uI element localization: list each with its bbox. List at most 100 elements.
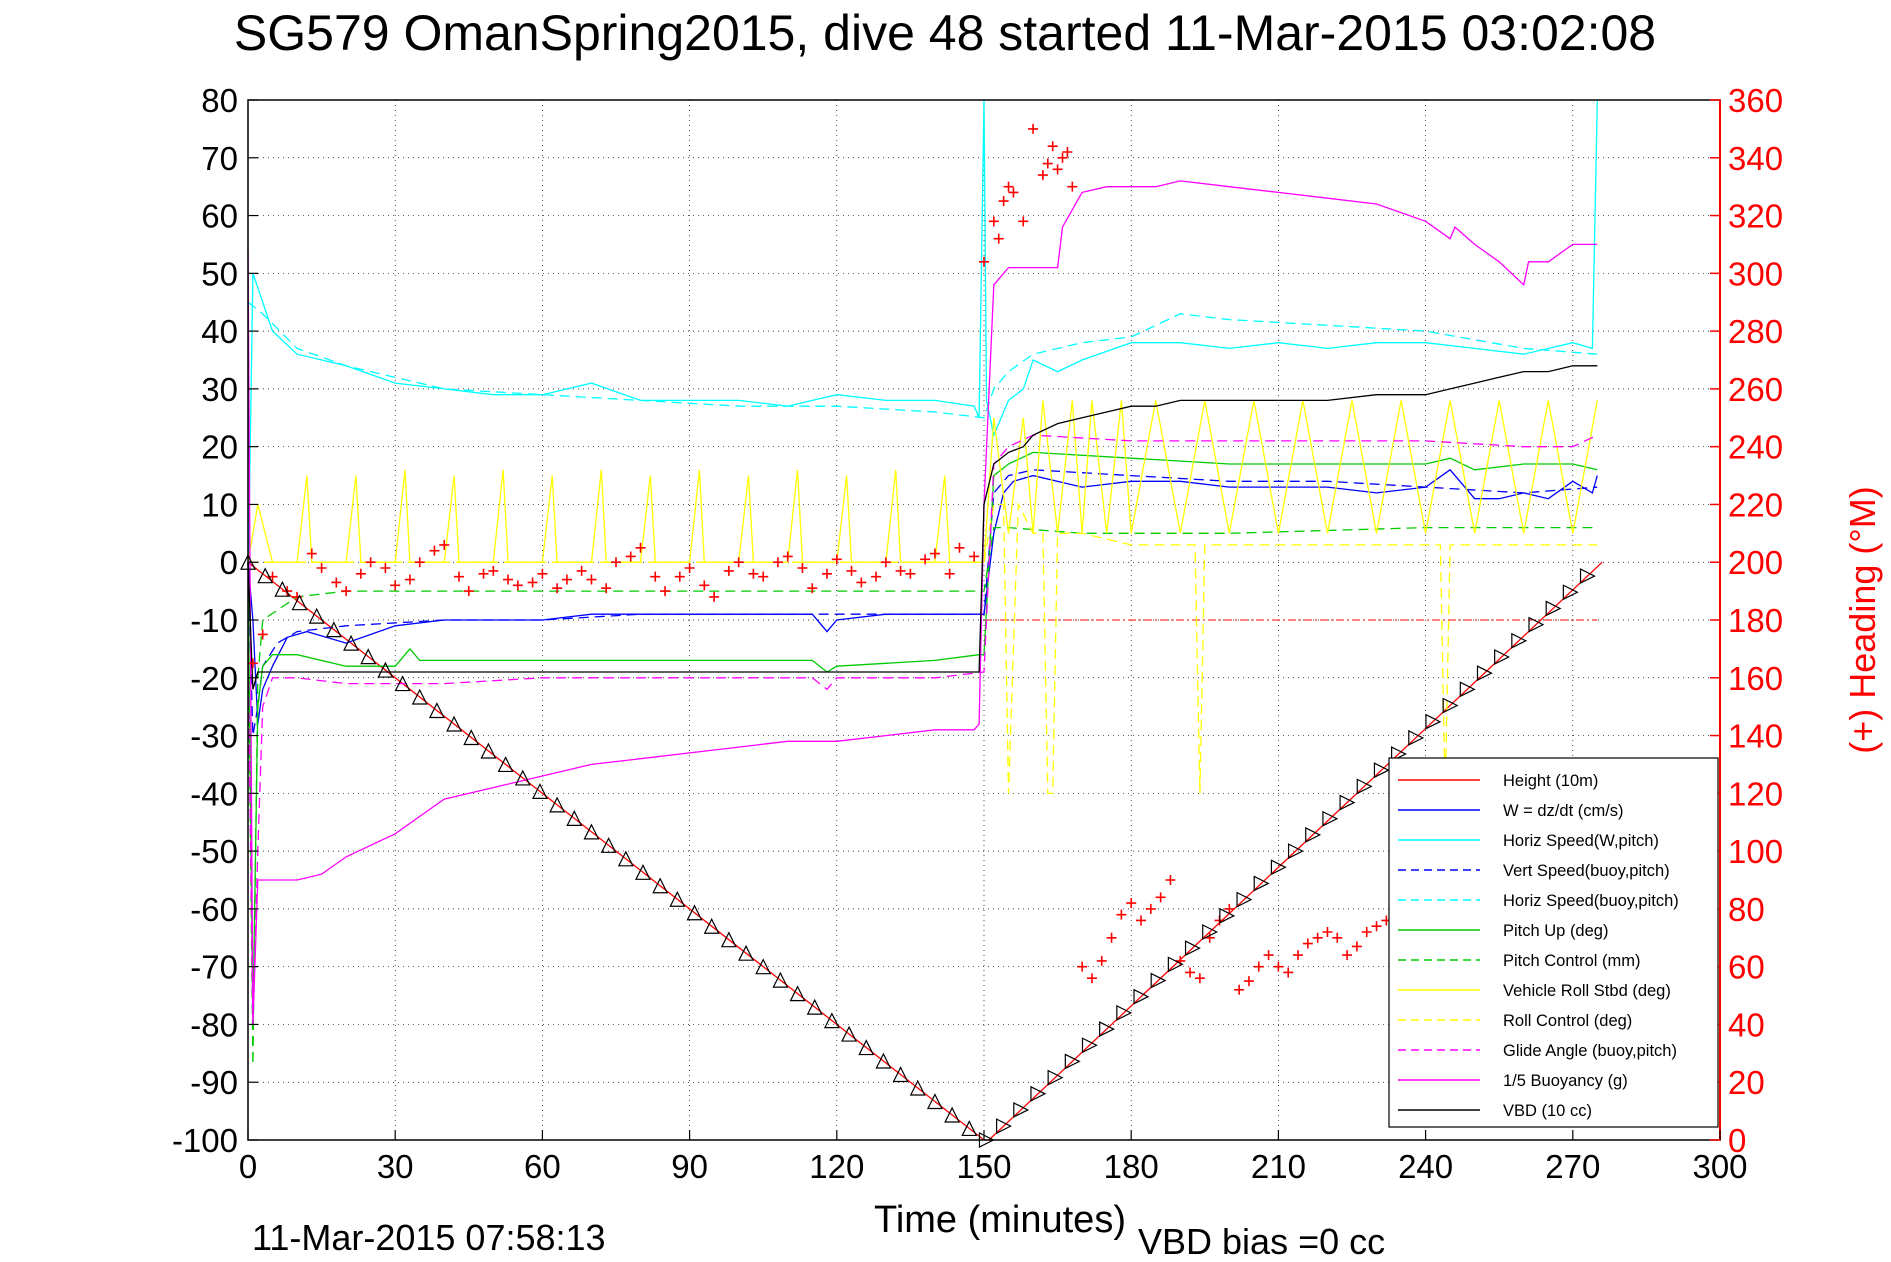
height-marker (1099, 1021, 1116, 1038)
heading-marker (969, 551, 980, 562)
height-marker (1116, 1004, 1133, 1021)
heading-marker (1106, 932, 1117, 943)
heading-marker (488, 565, 499, 576)
height-marker (617, 850, 634, 867)
legend-label: Horiz Speed(buoy,pitch) (1503, 892, 1679, 910)
y-right-tick-label: 220 (1728, 486, 1783, 523)
height-marker (1528, 616, 1545, 633)
heading-marker (439, 539, 450, 550)
height-marker (892, 1066, 909, 1083)
footer-timestamp: 11-Mar-2015 07:58:13 (252, 1217, 606, 1258)
heading-marker (1351, 941, 1362, 952)
height-marker (1408, 729, 1425, 746)
heading-marker (709, 591, 720, 602)
heading-marker (733, 557, 744, 568)
heading-marker (247, 658, 258, 669)
height-marker (1236, 891, 1253, 908)
y-right-axis-ticks: 3603403203002802602402202001801601401201… (1710, 82, 1783, 1159)
x-tick-label: 120 (809, 1148, 864, 1185)
x-tick-label: 240 (1398, 1148, 1453, 1185)
legend-label: Horiz Speed(W,pitch) (1503, 832, 1659, 850)
heading-marker (674, 571, 685, 582)
height-marker (703, 917, 720, 934)
heading-marker (576, 565, 587, 576)
height-marker (1373, 762, 1390, 779)
height-marker (600, 836, 617, 853)
height-marker (257, 567, 274, 584)
y-right-tick-label: 40 (1728, 1006, 1765, 1043)
heading-marker (380, 563, 391, 573)
heading-marker (1175, 955, 1186, 966)
heading-marker (880, 557, 891, 568)
heading-marker (611, 557, 621, 568)
heading-marker (1342, 950, 1353, 961)
x-tick-label: 270 (1545, 1148, 1600, 1185)
height-marker (274, 580, 291, 597)
heading-marker (1361, 927, 1372, 937)
y-right-tick-label: 80 (1728, 891, 1765, 928)
y-right-tick-label: 20 (1728, 1064, 1765, 1101)
heading-marker (1371, 921, 1382, 932)
y-tick-label: -100 (172, 1122, 238, 1159)
x-axis-label: Time (minutes) (874, 1199, 1126, 1241)
y-right-tick-label: 320 (1728, 198, 1783, 235)
height-marker (411, 688, 428, 705)
legend-label: Vert Speed(buoy,pitch) (1503, 862, 1670, 880)
legend-label: W = dz/dt (cm/s) (1503, 802, 1624, 820)
heading-marker (1126, 898, 1137, 909)
heading-marker (1062, 147, 1073, 157)
height-marker (1339, 794, 1356, 811)
heading-marker (429, 545, 440, 556)
series-line-9 (247, 434, 1598, 1025)
y-right-tick-label: 100 (1728, 833, 1783, 870)
height-marker (1442, 697, 1459, 714)
heading-marker (1003, 181, 1014, 192)
height-marker (1150, 972, 1167, 989)
heading-marker (453, 571, 464, 582)
y-tick-label: 70 (201, 140, 238, 177)
height-marker (360, 648, 377, 665)
height-marker (1253, 875, 1270, 892)
legend-label: VBD (10 cc) (1503, 1102, 1592, 1120)
heading-marker (1322, 927, 1333, 937)
height-marker (1287, 843, 1304, 860)
height-marker (1356, 778, 1373, 795)
heading-marker (1008, 187, 1019, 198)
heading-marker (1028, 123, 1039, 134)
height-marker (566, 810, 583, 826)
heading-marker (561, 574, 572, 585)
y-right-tick-label: 180 (1728, 602, 1783, 639)
heading-marker (856, 577, 867, 588)
x-tick-label: 0 (239, 1148, 257, 1185)
height-marker (463, 729, 480, 746)
y-tick-label: 0 (220, 544, 238, 581)
heading-marker (1224, 903, 1235, 914)
height-marker (755, 958, 772, 975)
heading-marker (979, 256, 989, 267)
height-marker (669, 890, 686, 907)
height-marker (961, 1120, 978, 1137)
y-tick-label: -10 (190, 602, 238, 639)
y-tick-label: -20 (190, 660, 238, 697)
legend-label: 1/5 Buoyancy (g) (1503, 1072, 1628, 1090)
heading-marker (1037, 170, 1048, 181)
heading-marker (1057, 152, 1068, 163)
series-line-11 (247, 365, 1598, 690)
heading-marker (1283, 967, 1294, 978)
heading-marker (1273, 961, 1284, 972)
height-marker (720, 931, 737, 948)
y-right-tick-label: 340 (1728, 140, 1783, 177)
y-tick-label: -40 (190, 775, 238, 812)
series-line-7 (247, 400, 1598, 563)
x-tick-label: 210 (1251, 1148, 1306, 1185)
legend-label: Pitch Up (deg) (1503, 922, 1608, 940)
y-right-tick-label: 200 (1728, 544, 1783, 581)
y-tick-label: 20 (201, 429, 238, 466)
height-marker (308, 607, 325, 624)
heading-marker (257, 629, 268, 640)
height-marker (1047, 1069, 1064, 1086)
y-tick-label: -50 (190, 833, 238, 870)
y-tick-label: 30 (201, 371, 238, 408)
height-marker (325, 621, 342, 638)
series-line-5 (247, 451, 1598, 1025)
